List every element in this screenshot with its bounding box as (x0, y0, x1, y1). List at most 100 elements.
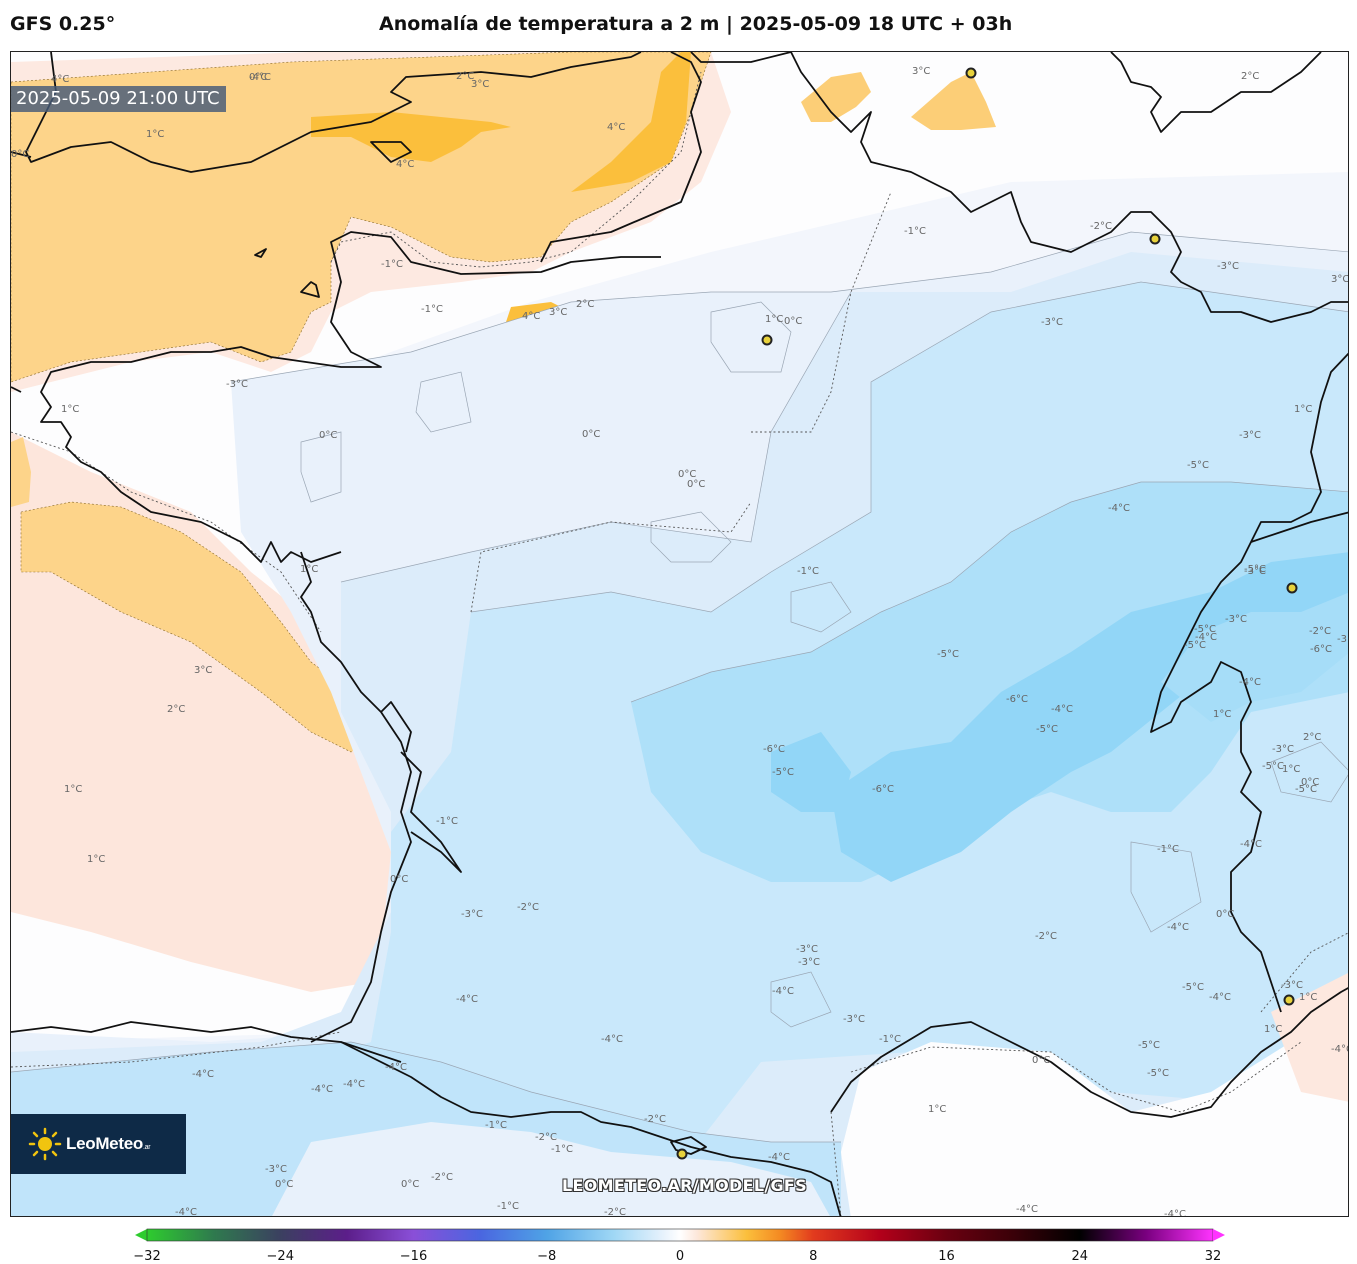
contour-label: -3°C (226, 379, 248, 390)
contour-label: 3°C (1331, 274, 1349, 285)
contour-label: -4°C (192, 1069, 214, 1080)
contour-label: -6°C (763, 744, 785, 755)
contour-label: -4°C (1331, 1044, 1349, 1055)
anomaly-map[interactable]: 0°C 2°C 3°C 4°C 4°C 4°C 3°C 3°C 2°C 1°C 1°C 0°C -1°C… (10, 51, 1349, 1217)
contour-labels: 0°C 2°C3°C4°C4°C4°C3°C3°C2°C1°C1°C0°C-1°C… (11, 66, 1349, 1217)
city-markers (676, 67, 1298, 1160)
contour-label: -2°C (517, 902, 539, 913)
city-marker[interactable] (1286, 582, 1298, 594)
contour-label: 1°C (61, 404, 79, 415)
contour-label: 0°C (390, 874, 408, 885)
contour-label: 3°C (912, 66, 930, 77)
contour-label: 1°C (64, 784, 82, 795)
contour-label: 1°C (765, 314, 783, 325)
colorbar-tick-label: 8 (809, 1249, 818, 1264)
contour-label: 0°C (275, 1179, 293, 1190)
colorbar-max-arrow (1213, 1229, 1225, 1241)
chart-title: Anomalía de temperatura a 2 m | 2025-05-… (379, 13, 1013, 35)
contour-label: -4°C (311, 1084, 333, 1095)
contour-label: -1°C (879, 1034, 901, 1045)
contour-label: 1°C (1299, 992, 1317, 1003)
city-marker[interactable] (676, 1148, 688, 1160)
contour-label: 1°C (146, 129, 164, 140)
contour-label: -3°C (796, 944, 818, 955)
colorbar-tick-label: −8 (537, 1249, 557, 1264)
leometeo-logo[interactable]: LeoMeteo.ar (11, 1114, 186, 1174)
cool-5-spot-centre (771, 732, 851, 812)
warm-core-england (11, 52, 712, 383)
contour-label: -3°C (1244, 566, 1266, 577)
contour-label: -3°C (1337, 634, 1349, 645)
contour-label: 1°C (1294, 404, 1312, 415)
contour-label: -4°C (1239, 677, 1261, 688)
contour-label: 0°C (687, 479, 705, 490)
contour-label: -3°C (1281, 980, 1303, 991)
contour-label: -5°C (1036, 724, 1058, 735)
contour-label: 4°C (396, 159, 414, 170)
colorbar (135, 1228, 1225, 1242)
contour-label: -4°C (601, 1034, 623, 1045)
contour-label: 1°C (928, 1104, 946, 1115)
warm-core-westedge (11, 437, 31, 507)
contour-label: 1°C (1282, 764, 1300, 775)
contour-label: -2°C (431, 1172, 453, 1183)
colorbar-min-arrow (135, 1229, 147, 1241)
contour-lines (11, 231, 1348, 1143)
contour-label: 0°C (1301, 777, 1319, 788)
contour-label: 0°C (582, 429, 600, 440)
contour-label: -6°C (872, 784, 894, 795)
contour-label: -4°C (1209, 992, 1231, 1003)
contour-label: -3°C (1041, 317, 1063, 328)
contour-label: -1°C (381, 259, 403, 270)
contour-label: -5°C (937, 649, 959, 660)
contour-label: -4°C (768, 1152, 790, 1163)
contour-label: -3°C (461, 909, 483, 920)
colorbar-tick-label: −24 (266, 1249, 294, 1264)
contour-label: 0°C (1216, 909, 1234, 920)
contour-label: 3°C (194, 665, 212, 676)
cool-5-alps (1161, 592, 1348, 722)
contour-label: -5°C (1295, 784, 1317, 795)
contour-label: -6°C (1310, 644, 1332, 655)
city-marker[interactable] (761, 334, 773, 346)
contour-label: -5°C (1244, 564, 1266, 575)
contour-label: -4°C (249, 72, 271, 83)
contour-label: 3°C (471, 79, 489, 90)
contour-label: 0°C (401, 1179, 419, 1190)
contour-label: 0°C (678, 469, 696, 480)
warm-core-germany (911, 72, 996, 130)
colorbar-tick-label: 24 (1071, 1249, 1089, 1264)
contour-label: -3°C (1239, 430, 1261, 441)
contour-label: -4°C (1195, 632, 1217, 643)
contour-label: 0°C (784, 316, 802, 327)
colorbar-tick-label: −32 (133, 1249, 161, 1264)
colorbar-gradient (146, 1228, 1214, 1242)
contour-label: 2°C (576, 299, 594, 310)
contour-label: -6°C (1006, 694, 1028, 705)
contour-label: -5°C (1138, 1040, 1160, 1051)
contour-label: -5°C (1194, 624, 1216, 635)
city-marker[interactable] (965, 67, 977, 79)
model-label: GFS 0.25° (10, 13, 116, 35)
contour-label: -4°C (1016, 1204, 1038, 1215)
contour-label: -2°C (644, 1114, 666, 1125)
contour-label: 1°C (1213, 709, 1231, 720)
colorbar-tick-label: 0 (675, 1249, 685, 1264)
contour-label: -5°C (1182, 982, 1204, 993)
contour-label: -1°C (551, 1144, 573, 1155)
contour-label: -3°C (1217, 261, 1239, 272)
contour-label: 4°C (522, 311, 540, 322)
contour-label: 1°C (87, 854, 105, 865)
contour-label: -1°C (1157, 844, 1179, 855)
contour-label: -2°C (604, 1207, 626, 1217)
contour-label: -3°C (798, 957, 820, 968)
logo-wordmark: LeoMeteo.ar (66, 1134, 151, 1153)
city-marker[interactable] (1149, 233, 1161, 245)
city-marker[interactable] (1283, 994, 1295, 1006)
contour-label: -3°C (1225, 614, 1247, 625)
coastlines (11, 52, 1348, 1216)
source-watermark: LEOMETEO.AR/MODEL/GFS (562, 1176, 807, 1195)
colorbar-tick-label: 16 (938, 1249, 955, 1264)
warm-core-belgium (801, 72, 871, 122)
contour-label: -4°C (1164, 1209, 1186, 1217)
